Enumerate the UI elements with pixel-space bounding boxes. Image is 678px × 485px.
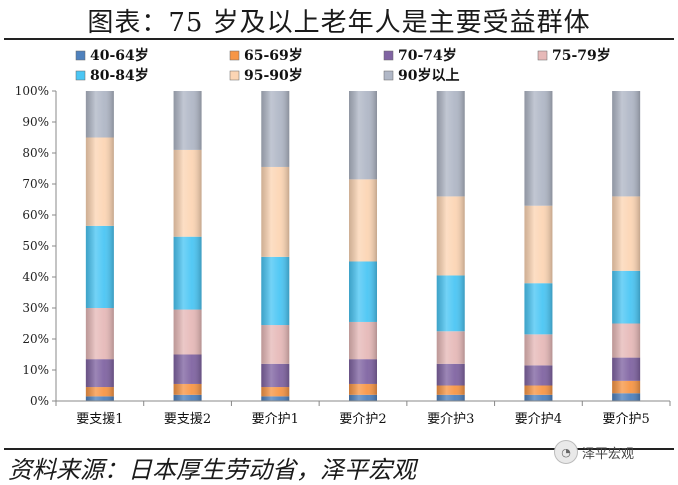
bar-segment-shade <box>173 383 202 395</box>
bar-segment-shade <box>436 196 465 276</box>
legend-label: 65-69岁 <box>244 47 303 64</box>
bar-segment-shade <box>349 383 377 395</box>
bar-segment-shade <box>436 331 465 364</box>
watermark: ◔ 泽平宏观 <box>554 440 634 464</box>
bars <box>85 91 641 401</box>
y-tick-label: 40% <box>22 270 49 284</box>
bar-segment-shade <box>85 137 114 226</box>
bar-segment-shade <box>85 225 114 308</box>
bar-segment-shade <box>173 149 202 237</box>
legend-swatch <box>229 70 240 81</box>
x-tick-label: 要介护3 <box>427 412 474 427</box>
bar-segment-shade <box>524 205 553 284</box>
y-tick-label: 0% <box>30 394 49 408</box>
bar-segment-shade <box>173 91 202 150</box>
legend-label: 80-84岁 <box>90 67 149 84</box>
y-tick-label: 70% <box>22 177 49 191</box>
x-axis: 要支援1 要支援2 要介护1 要介护2 要介护3 要介护4 要介护5 <box>55 400 671 427</box>
x-tick-label: 要介护4 <box>515 412 562 427</box>
bar-segment-shade <box>261 91 290 167</box>
bar-segment-shade <box>261 166 290 257</box>
legend-swatch <box>229 50 240 61</box>
legend-label: 70-74岁 <box>398 47 457 64</box>
bar-segment-shade <box>173 354 202 384</box>
wechat-icon: ◔ <box>554 440 578 464</box>
bar-segment-shade <box>612 91 641 197</box>
bar-segment-shade <box>349 394 377 401</box>
chart-title: 图表：75 岁及以上老年人是主要受益群体 <box>87 8 591 38</box>
bar-segment-shade <box>349 359 377 384</box>
bar-segment-shade <box>173 236 202 310</box>
bar-segment-shade <box>612 380 641 394</box>
bar-segment-shade <box>612 393 641 401</box>
bar-segment-shade <box>436 363 465 386</box>
bar-segment-shade <box>173 394 202 401</box>
bar-segment-shade <box>261 396 290 401</box>
x-tick-label: 要支援1 <box>76 412 123 427</box>
bar-segment-shade <box>349 179 377 262</box>
bar-segment-shade <box>436 275 465 332</box>
y-axis: 0% 10% 20% 30% 40% 50% 60% 70% 80% 90% 100% <box>15 84 57 408</box>
bar-segment-shade <box>85 359 114 388</box>
bar-segment-shade <box>524 334 553 366</box>
y-tick-label: 20% <box>22 332 49 346</box>
y-tick-label: 60% <box>22 208 49 222</box>
bar-segment-shade <box>436 394 465 401</box>
x-tick-label: 要介护2 <box>339 412 386 427</box>
bar-segment-shade <box>261 387 290 397</box>
legend-swatch <box>75 70 86 81</box>
y-tick-label: 30% <box>22 301 49 315</box>
x-tick-label: 要介护5 <box>603 412 650 427</box>
bar-segment-shade <box>612 196 641 271</box>
x-tick-label: 要介护1 <box>252 412 299 427</box>
y-tick-label: 90% <box>22 115 49 129</box>
title-divider <box>4 38 674 40</box>
legend-swatch <box>75 50 86 61</box>
legend-label: 95-90岁 <box>244 67 303 84</box>
bar-segment-shade <box>349 321 377 360</box>
y-tick-label: 100% <box>15 84 49 98</box>
bar-segment-shade <box>436 91 465 197</box>
bar-segment-shade <box>261 325 290 364</box>
footer-divider <box>4 448 674 450</box>
watermark-text: 泽平宏观 <box>582 446 635 462</box>
stacked-bar-chart: 40-64岁 65-69岁 70-74岁 75-79岁 80-84岁 95-90岁 90岁以… <box>15 47 671 427</box>
bar-segment-shade <box>85 308 114 360</box>
legend-label: 75-79岁 <box>552 47 611 64</box>
bar-segment-shade <box>612 323 641 358</box>
legend-label: 90岁以上 <box>398 67 459 84</box>
y-tick-label: 10% <box>22 363 49 377</box>
legend-label: 40-64岁 <box>90 47 149 64</box>
legend-swatch <box>537 50 548 61</box>
bar-segment-shade <box>85 396 114 401</box>
legend: 40-64岁 65-69岁 70-74岁 75-79岁 80-84岁 95-90岁 90岁以… <box>75 47 611 84</box>
bar-segment-shade <box>173 309 202 355</box>
bar-segment-shade <box>436 385 465 395</box>
x-tick-label: 要支援2 <box>164 412 211 427</box>
bar-segment-shade <box>85 91 114 138</box>
bar-segment-shade <box>524 365 553 386</box>
y-tick-label: 80% <box>22 146 49 160</box>
bar-segment-shade <box>349 91 377 180</box>
source-note: 资料来源：日本厚生劳动省，泽平宏观 <box>8 456 416 484</box>
legend-swatch <box>383 70 394 81</box>
y-tick-label: 50% <box>22 239 49 253</box>
bar-segment-shade <box>261 256 290 326</box>
bar-segment-shade <box>261 363 290 388</box>
legend-swatch <box>383 50 394 61</box>
bar-segment-shade <box>612 357 641 381</box>
bar-segment-shade <box>612 270 641 324</box>
bar-segment-shade <box>524 283 553 335</box>
bar-segment-shade <box>349 261 377 322</box>
bar-segment-shade <box>524 385 553 395</box>
bar-segment-shade <box>524 91 553 206</box>
bar-segment-shade <box>524 394 553 401</box>
bar-segment-shade <box>85 387 114 397</box>
